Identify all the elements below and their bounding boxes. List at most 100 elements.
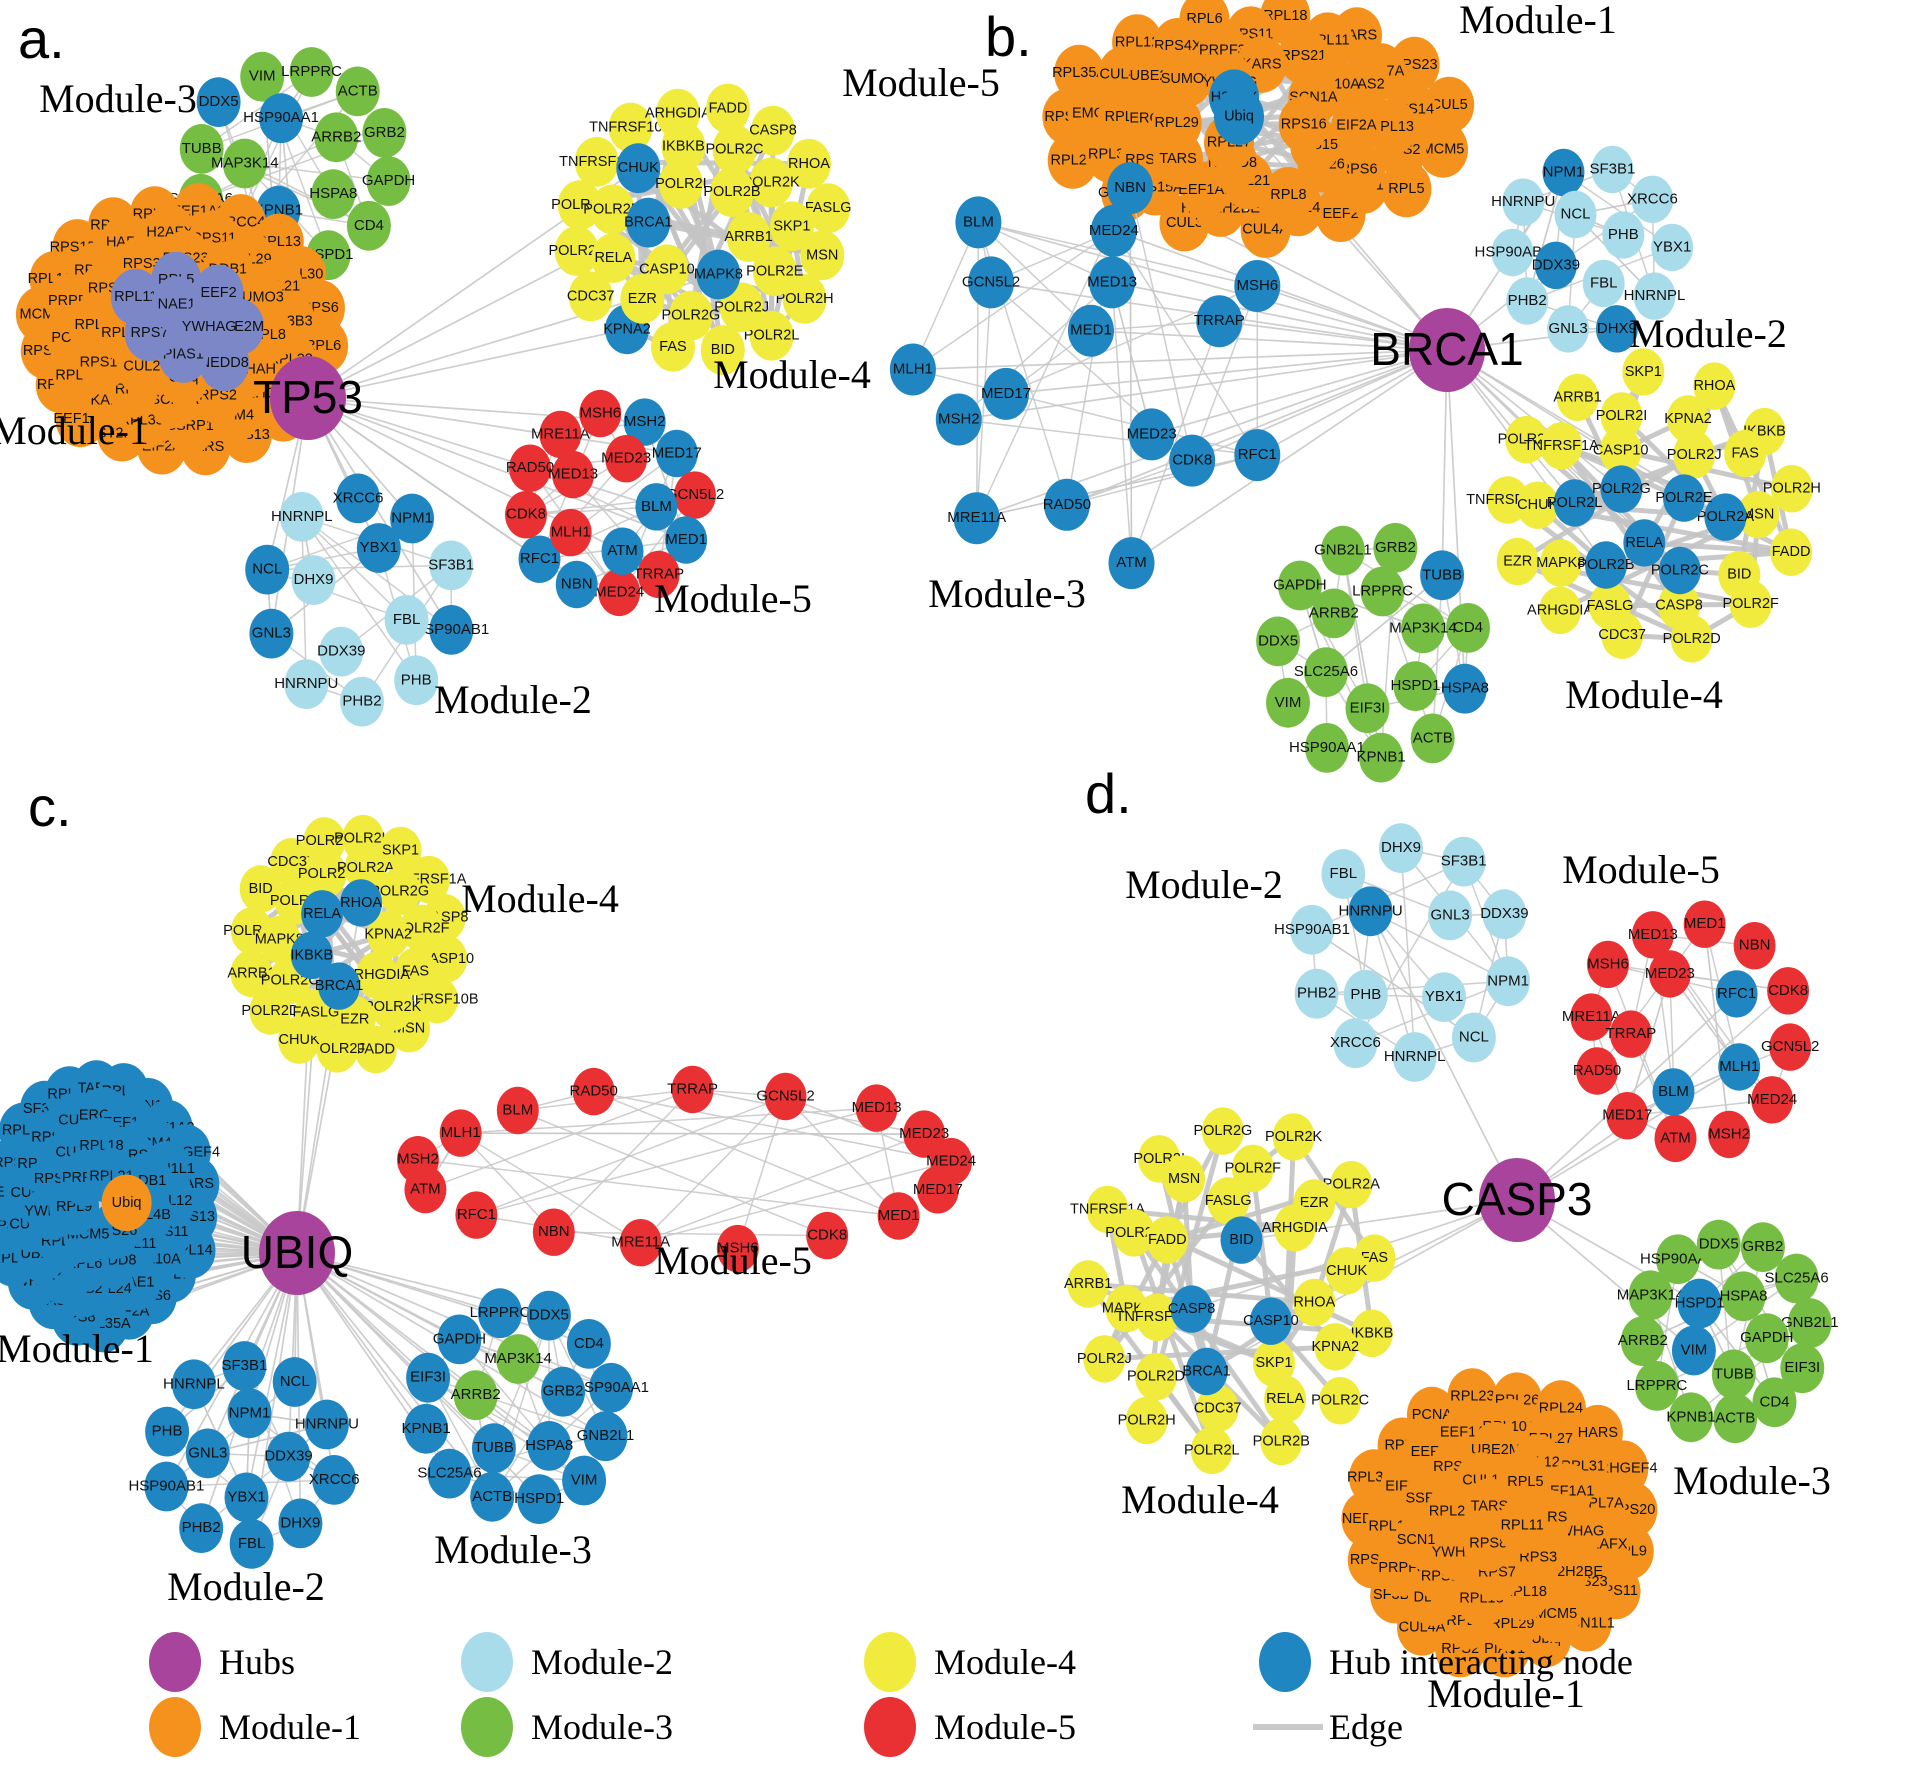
node-POLR2H — [782, 274, 827, 324]
node-label-RPL8: RPL8 — [1270, 187, 1306, 203]
edge — [244, 162, 370, 227]
node-label-MAP3K14: MAP3K14 — [484, 1350, 552, 1367]
node-ACTB — [335, 66, 380, 117]
module-label-b-m3: Module-3 — [928, 571, 1086, 616]
node-label-GRB2: GRB2 — [543, 1383, 584, 1400]
node-POLR2E — [752, 246, 797, 297]
node-BLM — [1652, 1068, 1695, 1116]
node-VIM — [1266, 677, 1310, 728]
node-label-GNB2L1: GNB2L1 — [577, 1427, 635, 1444]
node-label-HSP90AA1: HSP90AA1 — [1640, 1250, 1716, 1267]
node-DDX39 — [1482, 889, 1527, 940]
node-LRPPRC — [289, 47, 334, 97]
module-label-b-m4: Module-4 — [1565, 672, 1723, 717]
node-label-RAD50: RAD50 — [506, 459, 554, 476]
node-label-CASP8: CASP8 — [749, 123, 797, 139]
legend-item-module-5: Module-5 — [864, 1697, 1076, 1757]
node-label-MLH1: MLH1 — [893, 361, 933, 378]
node-ACTB — [470, 1471, 515, 1522]
node-label-RPL5: RPL5 — [1388, 181, 1424, 197]
node-POLR2F — [400, 904, 443, 952]
node-label-RAD50: RAD50 — [570, 1083, 618, 1100]
node-label-CHUK: CHUK — [1326, 1263, 1367, 1279]
legend-item-module-2: Module-2 — [461, 1632, 673, 1692]
node-IKBKB — [661, 121, 706, 172]
legend: Hubs Module-1 Module-2 Module-3 Module-4 Modu… — [149, 1632, 1633, 1757]
node-label-FBL: FBL — [1330, 865, 1358, 882]
node-label-MED13: MED13 — [548, 466, 598, 483]
node-GNL3 — [249, 608, 294, 659]
node-label-POLR2H: POLR2H — [776, 291, 834, 307]
hub-node-UBIQ — [259, 1211, 335, 1295]
node-ARHGDIA — [1539, 586, 1582, 634]
hub-edge — [307, 397, 453, 631]
node-CDC37 — [568, 271, 613, 322]
node-POLR2F — [554, 226, 599, 276]
edge — [200, 136, 337, 200]
node-IKBKB — [1351, 1309, 1393, 1358]
node-label-ARHGDIA: ARHGDIA — [645, 106, 711, 122]
node-MED1 — [1683, 900, 1726, 948]
node-CD4 — [1446, 603, 1490, 653]
edge — [517, 1109, 828, 1237]
node-label-MED23: MED23 — [899, 1125, 949, 1142]
node-GNL3 — [185, 1428, 230, 1479]
node-POLR2B — [710, 167, 754, 218]
node-label-ACTB: ACTB — [472, 1488, 512, 1505]
hub-edge — [296, 1252, 550, 1447]
node-POLR2L — [749, 310, 794, 361]
node-ARHGDIA — [1273, 1204, 1316, 1252]
node-label-POLR2B: POLR2B — [1253, 1434, 1310, 1450]
node-label-DDX5: DDX5 — [199, 93, 239, 110]
hub-edge — [307, 397, 687, 541]
node-label-EZR: EZR — [1503, 554, 1532, 570]
panel-letter-a: a. — [18, 7, 65, 70]
node-label-RPL12: RPL12 — [1115, 34, 1159, 50]
node-label-HNRNPL: HNRNPL — [1624, 287, 1686, 304]
node-label-POLR2J: POLR2J — [1077, 1351, 1132, 1367]
node-DDX5 — [196, 77, 241, 127]
node-label-HSP90AA1: HSP90AA1 — [573, 1379, 649, 1396]
module-label-c-m4: Module-4 — [461, 876, 619, 921]
node-NCL — [272, 1357, 317, 1407]
node-SUMO3 — [1161, 50, 1212, 108]
node-label-CHUK: CHUK — [618, 160, 659, 176]
node-IKBKB — [290, 931, 333, 979]
node-label-HNRNPL: HNRNPL — [271, 508, 333, 525]
node-label-MED1: MED1 — [1684, 915, 1726, 932]
node-label-BLM: BLM — [963, 213, 994, 230]
node-label-FBL: FBL — [1590, 275, 1618, 292]
node-label-HNRNPL: HNRNPL — [1384, 1048, 1446, 1065]
edge — [1703, 924, 1730, 1135]
node-label-HSPD1: HSPD1 — [514, 1490, 564, 1507]
node-NPM1 — [227, 1388, 272, 1439]
node-label-SKP1: SKP1 — [1625, 364, 1662, 380]
node-label-VIM: VIM — [249, 68, 276, 85]
node-label-TARS: TARS — [1159, 151, 1197, 167]
node-FASLG — [806, 183, 851, 234]
node-label-RHOA: RHOA — [788, 156, 830, 172]
node-label-YBX1: YBX1 — [1653, 238, 1691, 255]
node-DHX9 — [1595, 305, 1638, 353]
node-VIM — [240, 51, 285, 102]
module-label-a-m1: Module-1 — [0, 408, 149, 453]
edge — [640, 1095, 787, 1244]
node-RFC1 — [518, 535, 561, 583]
edge — [912, 222, 980, 370]
node-label-POLR2D: POLR2D — [1127, 1369, 1185, 1385]
node-label-EZR: EZR — [628, 291, 657, 307]
node-label-YBX1: YBX1 — [1425, 988, 1463, 1005]
hub-edge — [1131, 349, 1448, 564]
node-label-HNRNPU: HNRNPU — [1491, 193, 1555, 210]
node-label-KPNB1: KPNB1 — [1356, 749, 1405, 766]
node-HNRNPU — [304, 1399, 349, 1450]
node-label-RPL23: RPL23 — [1450, 1388, 1494, 1404]
module-label-b-m5: Module-5 — [842, 60, 1000, 105]
node-label-POLR2D: POLR2D — [1663, 631, 1721, 647]
node-VIM — [562, 1455, 607, 1506]
module-label-a-m5: Module-5 — [654, 576, 812, 621]
node-ARRB2 — [314, 112, 359, 163]
node-HSPA8 — [1442, 663, 1487, 714]
edge — [1191, 285, 1259, 461]
